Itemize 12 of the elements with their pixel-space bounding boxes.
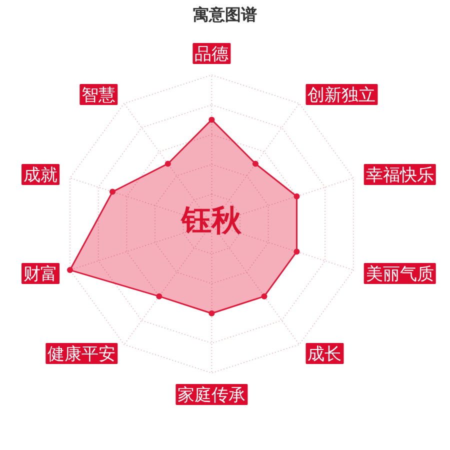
title: 寓意图谱 (193, 7, 257, 24)
category-label: 创新独立 (306, 84, 378, 106)
category-label: 美丽气质 (364, 262, 436, 284)
annotation: 钰秋 (182, 204, 242, 238)
category-label: 家庭传承 (176, 384, 248, 405)
category-label: 成就 (22, 164, 60, 186)
category-label: 品德 (192, 43, 231, 64)
category-label: 健康平安 (46, 342, 118, 364)
category-label: 幸福快乐 (364, 164, 436, 186)
category-label: 智慧 (80, 84, 118, 106)
category-label: 财富 (22, 262, 60, 284)
category-label: 成长 (306, 342, 344, 364)
